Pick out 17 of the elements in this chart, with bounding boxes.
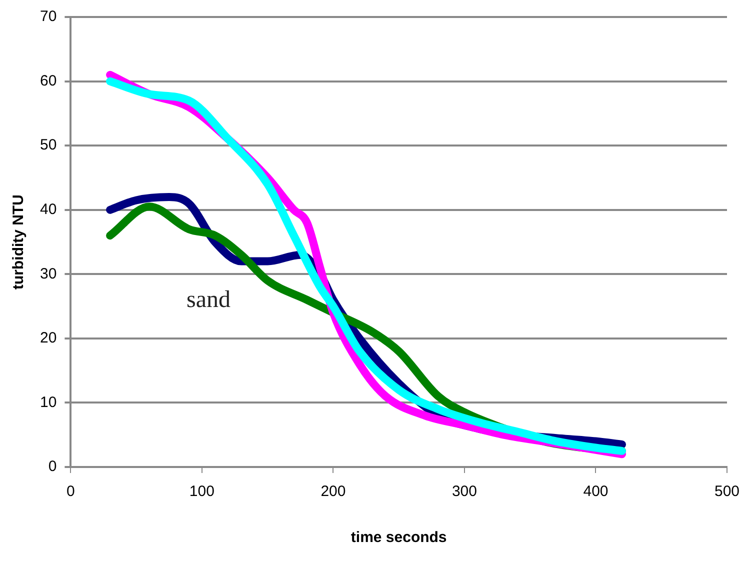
y-tick-label: 70 [40, 8, 57, 26]
x-tick-label: 500 [714, 483, 740, 500]
annotation: sand [186, 286, 231, 313]
y-tick-label: 20 [40, 330, 57, 347]
x-tick-label: 300 [452, 483, 477, 500]
y-tick-label: 60 [40, 72, 57, 90]
y-tick-label: 10 [40, 394, 57, 411]
x-tick-label: 100 [189, 483, 214, 500]
x-tick-label: 0 [66, 483, 75, 500]
y-tick-label: 40 [40, 201, 57, 218]
x-tick-label: 200 [320, 483, 346, 500]
x-tick-label: 400 [583, 483, 608, 500]
x-axis-title: time seconds [350, 529, 447, 546]
y-tick-label: 0 [48, 458, 57, 476]
y-tick-label: 30 [40, 265, 57, 282]
y-axis-title: turbidity NTU [10, 194, 28, 290]
y-tick-label: 50 [40, 136, 57, 154]
